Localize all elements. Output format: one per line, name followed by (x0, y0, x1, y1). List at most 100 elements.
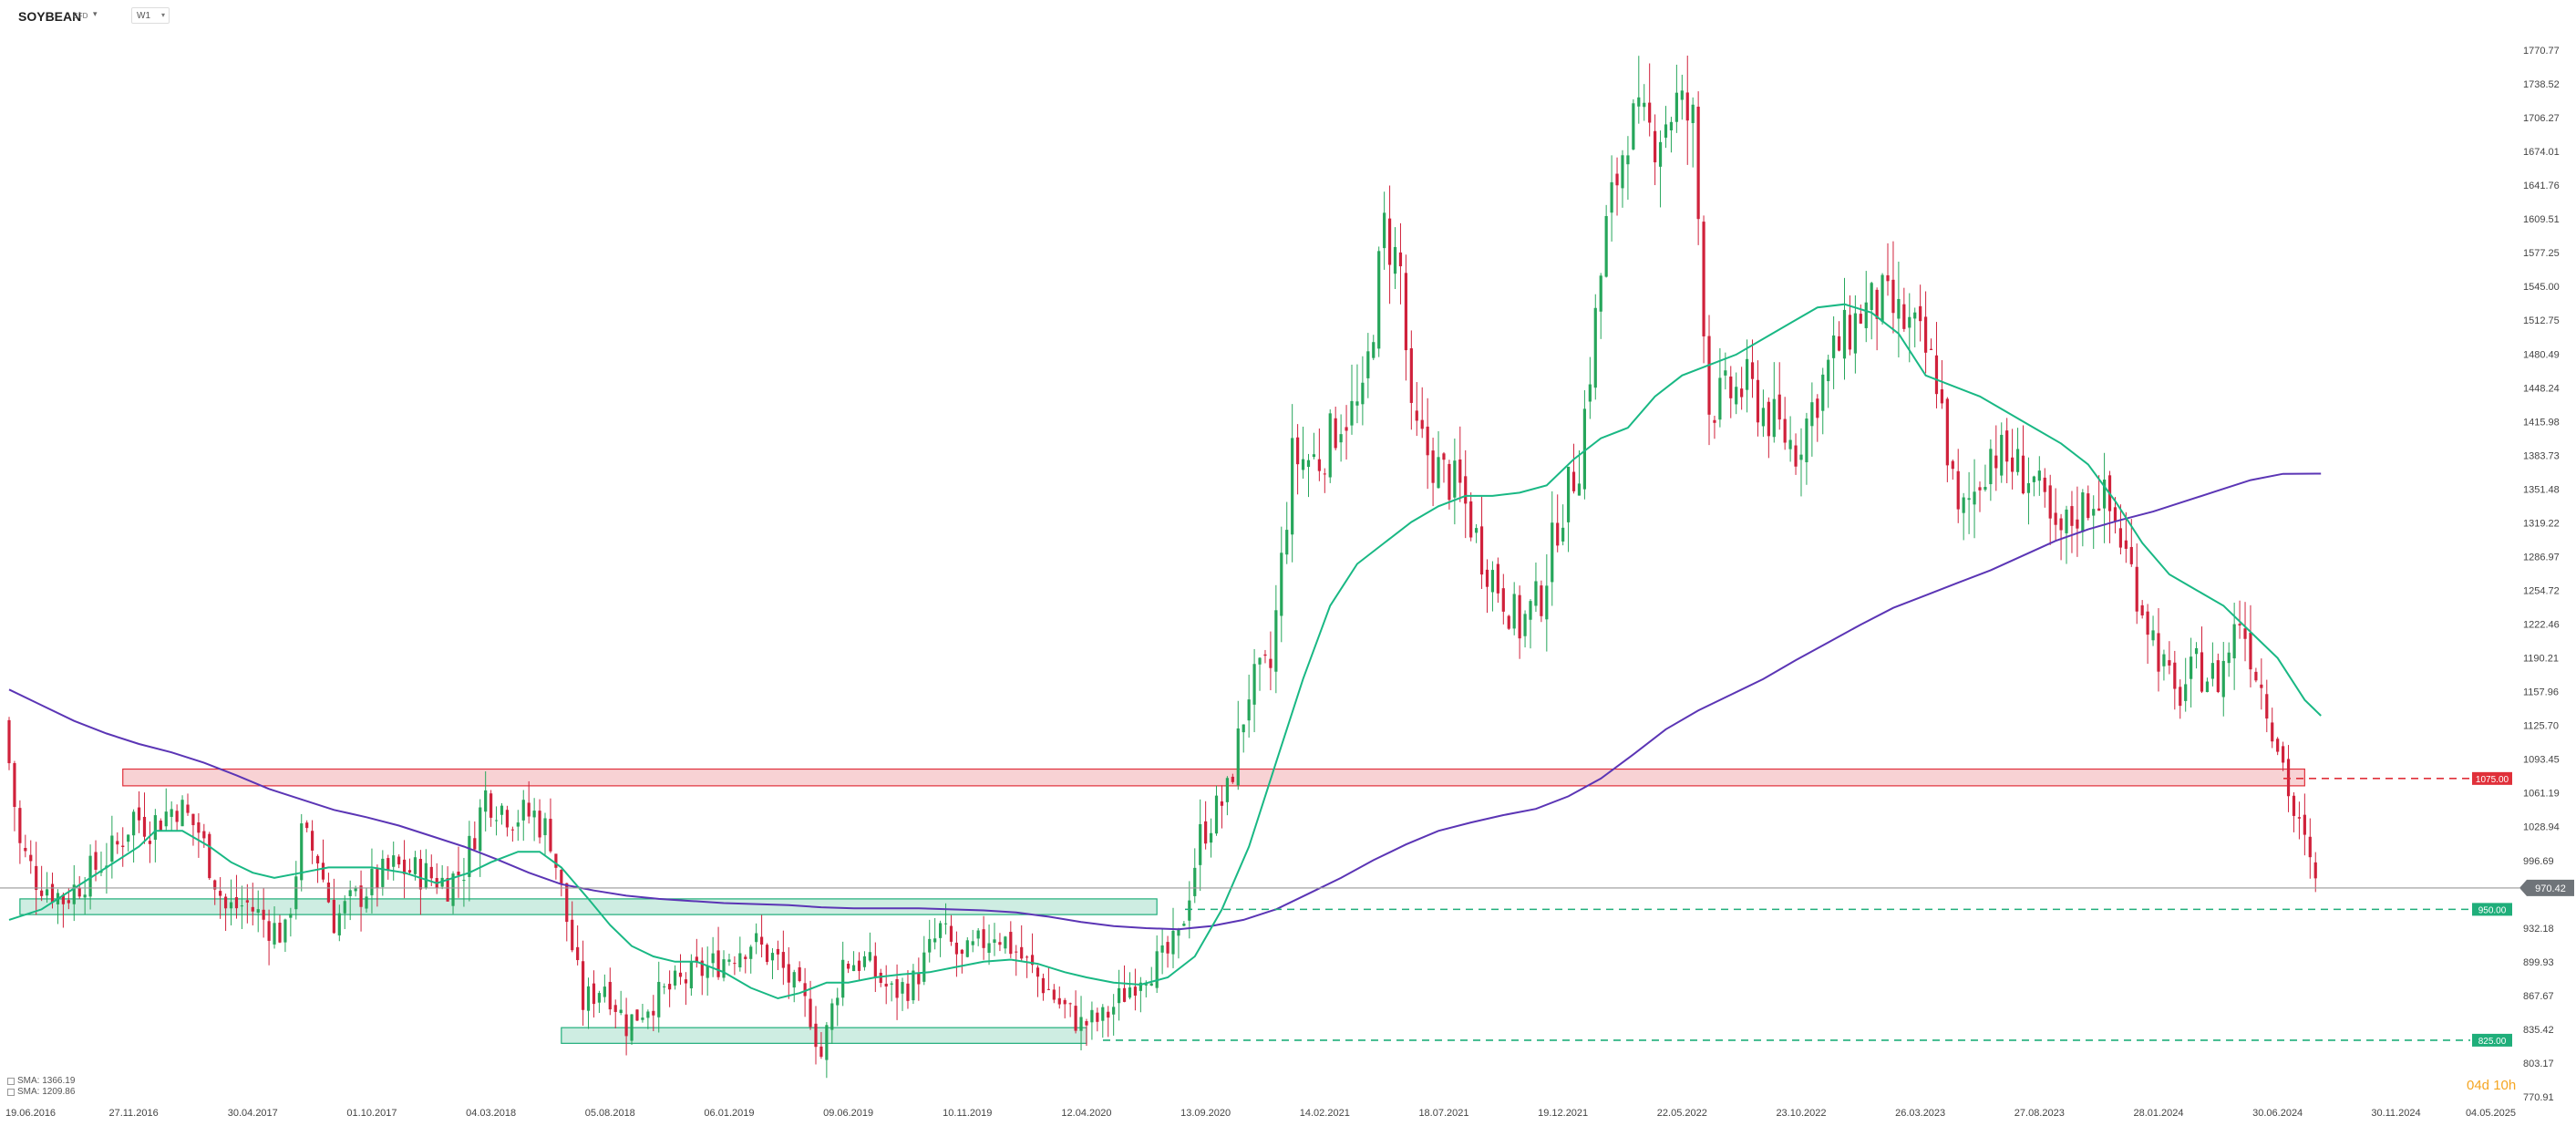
candle-up (1604, 215, 1608, 277)
candle-down (2118, 528, 2123, 548)
candle-up (294, 876, 298, 910)
x-tick-label: 09.06.2019 (823, 1108, 873, 1119)
symbol-name[interactable]: SOYBEAN (18, 9, 82, 24)
candle-up (646, 1011, 650, 1018)
candle-up (2227, 652, 2231, 664)
y-tick-label: 1577.25 (2523, 248, 2560, 259)
candle-up (1832, 335, 1836, 358)
candle-up (603, 987, 606, 997)
candle-down (538, 811, 541, 838)
candle-down (2129, 546, 2133, 564)
timeframe-value: W1 (137, 11, 150, 21)
candle-down (2179, 687, 2182, 707)
level-tag: 825.00 (2472, 1033, 2512, 1047)
y-tick-label: 1383.73 (2523, 450, 2560, 461)
candle-down (1122, 987, 1127, 1002)
candle-up (1599, 275, 1602, 312)
candle-down (1263, 654, 1267, 656)
candle-up (413, 857, 417, 874)
candle-down (1415, 410, 1418, 421)
candle-down (2216, 660, 2220, 692)
candle-up (1193, 867, 1197, 896)
candle-down (116, 841, 119, 845)
sma-fast-line (8, 303, 2322, 1000)
candle-down (1848, 315, 1852, 350)
candle-down (510, 829, 514, 831)
candle-up (2081, 492, 2085, 532)
candle-up (1090, 1009, 1094, 1023)
candle-down (1025, 956, 1029, 958)
y-tick-label: 1125.70 (2523, 721, 2559, 732)
candle-down (1107, 1011, 1110, 1018)
candle-up (1799, 454, 1803, 460)
candle-down (765, 945, 769, 963)
candle-down (1296, 437, 1300, 465)
checkbox-icon[interactable] (7, 1078, 15, 1085)
candle-down (2254, 671, 2258, 681)
candle-down (1464, 476, 1468, 504)
x-tick-label: 23.10.2022 (1776, 1108, 1826, 1119)
y-tick-label: 1545.00 (2523, 282, 2560, 293)
candle-down (429, 866, 433, 879)
candle-up (1984, 486, 1987, 491)
candle-down (332, 900, 335, 934)
candle-down (1507, 615, 1510, 629)
candle-down (148, 841, 152, 844)
candle-down (608, 981, 612, 1010)
candle-down (1220, 801, 1224, 806)
candle-down (554, 853, 558, 868)
candle-up (337, 913, 341, 935)
support-zone (19, 898, 1158, 915)
candle-down (376, 867, 379, 889)
candle-down (2140, 604, 2144, 615)
candle-up (1101, 1007, 1105, 1021)
candle-down (1940, 389, 1944, 404)
candle-up (1523, 614, 1527, 636)
candle-down (1063, 999, 1066, 1005)
candle-up (1577, 483, 1582, 496)
candle-down (668, 984, 672, 990)
candle-up (1118, 987, 1121, 1004)
timeframe-select[interactable]: W1 ▾ (131, 7, 170, 24)
candle-down (960, 949, 963, 955)
legend-row-sma-2[interactable]: SMA: 1209.86 (7, 1087, 75, 1098)
candle-down (77, 887, 81, 897)
candle-down (473, 838, 477, 850)
candle-up (543, 818, 547, 836)
candle-up (1285, 530, 1289, 555)
candle-down (571, 919, 574, 951)
x-tick-label: 19.12.2021 (1538, 1108, 1588, 1119)
candle-down (1096, 1012, 1099, 1022)
legend-row-sma-1[interactable]: SMA: 1366.19 (7, 1076, 75, 1087)
y-tick-label: 803.17 (2523, 1059, 2554, 1069)
candle-down (1707, 336, 1711, 415)
x-tick-label: 06.01.2019 (704, 1108, 754, 1119)
legend-label: SMA: 1209.86 (17, 1087, 76, 1097)
candle-up (689, 961, 693, 989)
candle-down (560, 869, 563, 884)
candle-up (365, 896, 368, 909)
candle-up (1258, 657, 1262, 665)
candle-up (1306, 460, 1311, 468)
candle-up (273, 923, 276, 945)
candle-up (451, 873, 455, 906)
candle-down (2043, 477, 2046, 492)
candle-up (1242, 724, 1245, 733)
candle-down (1166, 942, 1170, 954)
candle-down (803, 983, 807, 997)
checkbox-icon[interactable] (7, 1089, 15, 1096)
candle-up (1437, 457, 1440, 489)
candle-down (191, 813, 195, 826)
candle-down (121, 845, 125, 848)
candle-up (1236, 728, 1240, 786)
candle-up (2210, 663, 2214, 679)
candle-up (1973, 491, 1976, 505)
candle-down (1496, 563, 1499, 594)
candle-up (901, 982, 904, 994)
candle-up (1718, 377, 1722, 420)
candle-down (819, 1046, 823, 1058)
candle-up (1810, 402, 1814, 427)
candle-down (1729, 376, 1733, 398)
symbol-dropdown-icon[interactable]: ▾ (93, 9, 98, 18)
